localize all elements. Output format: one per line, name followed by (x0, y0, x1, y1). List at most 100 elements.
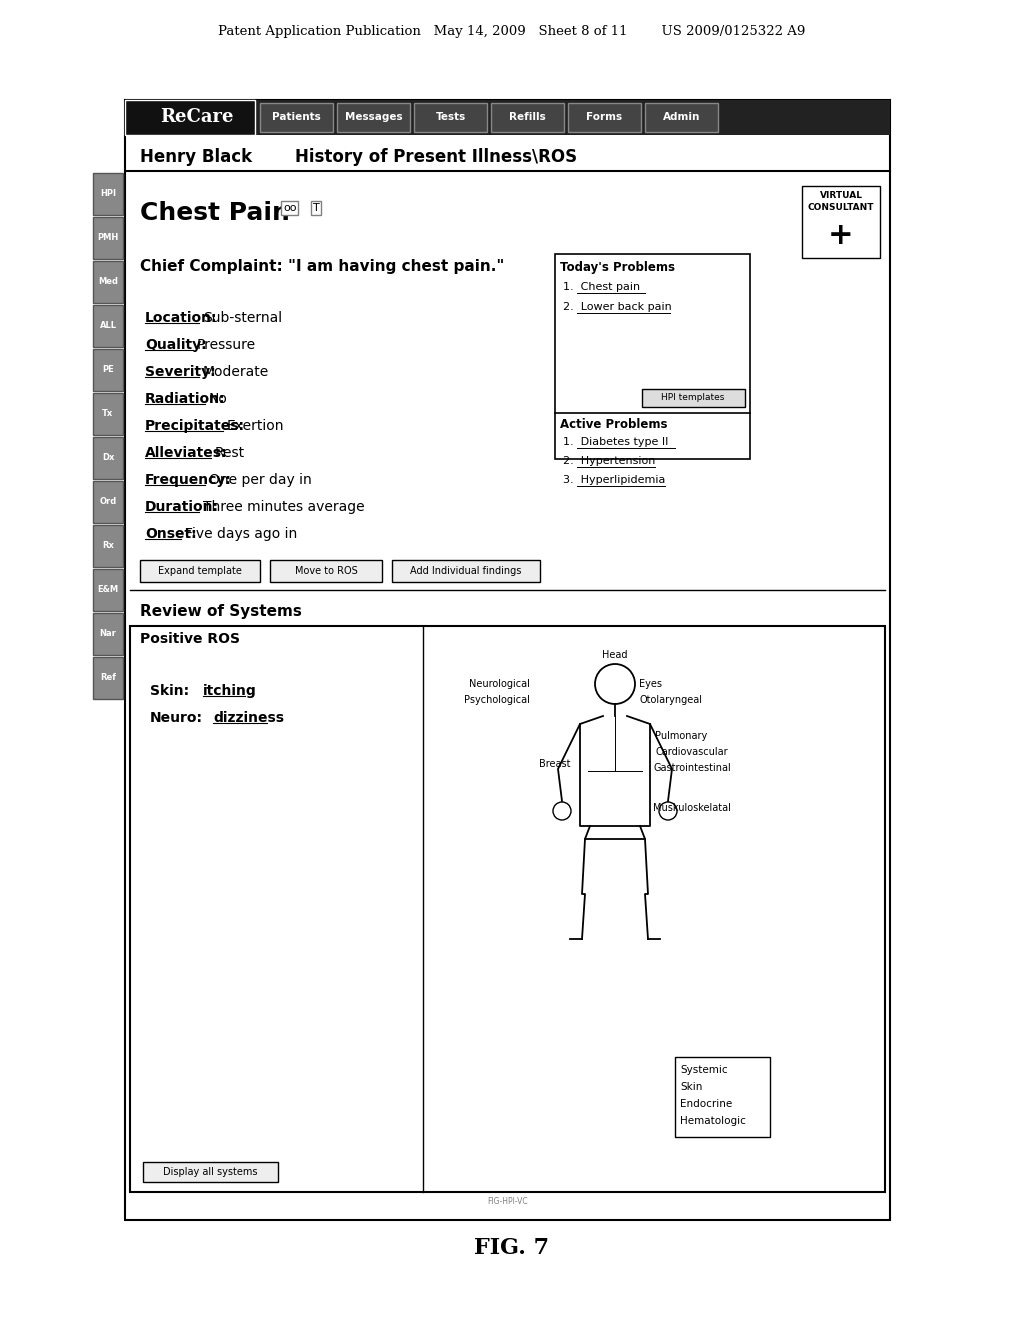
Text: PE: PE (102, 366, 114, 375)
Text: Today's Problems: Today's Problems (560, 261, 675, 275)
Text: +: + (828, 222, 854, 251)
Text: No: No (209, 392, 228, 407)
Text: Alleviates:: Alleviates: (145, 446, 227, 459)
Text: 2.  Hypertension: 2. Hypertension (563, 455, 655, 466)
Text: Patients: Patients (272, 112, 321, 123)
Text: oo: oo (283, 203, 297, 213)
Text: Severity:: Severity: (145, 366, 216, 379)
Text: itching: itching (203, 684, 257, 698)
Text: T: T (313, 203, 319, 213)
Text: Med: Med (98, 277, 118, 286)
Text: Onset:: Onset: (145, 527, 197, 541)
Bar (93, 261, 123, 304)
Text: Rest: Rest (215, 446, 245, 459)
Text: Ref: Ref (100, 673, 116, 682)
Text: Review of Systems: Review of Systems (140, 605, 302, 619)
Text: Breast: Breast (539, 759, 570, 770)
Text: Psychological: Psychological (464, 696, 530, 705)
Bar (93, 437, 123, 479)
Text: Move to ROS: Move to ROS (295, 566, 357, 576)
Text: Forms: Forms (587, 112, 623, 123)
Text: One per day in: One per day in (209, 473, 311, 487)
Text: Moderate: Moderate (203, 366, 269, 379)
Bar (675, 1057, 770, 1137)
Text: Location:: Location: (145, 312, 217, 325)
Text: Exertion: Exertion (227, 418, 285, 433)
Text: Chief Complaint: "I am having chest pain.": Chief Complaint: "I am having chest pain… (140, 259, 505, 275)
Bar (93, 348, 123, 391)
Text: Precipitates:: Precipitates: (145, 418, 245, 433)
Text: Neuro:: Neuro: (150, 711, 203, 725)
Bar (414, 103, 487, 132)
Text: 3.  Hyperlipidemia: 3. Hyperlipidemia (563, 475, 666, 484)
Text: dizziness: dizziness (213, 711, 284, 725)
Text: Pressure: Pressure (197, 338, 256, 352)
Text: Eyes: Eyes (639, 678, 662, 689)
Text: E&M: E&M (97, 586, 119, 594)
Text: Nar: Nar (99, 630, 117, 639)
Text: FIG. 7: FIG. 7 (474, 1237, 550, 1259)
Bar (642, 389, 745, 407)
Text: Tests: Tests (435, 112, 466, 123)
Text: Expand template: Expand template (158, 566, 242, 576)
Text: Frequency:: Frequency: (145, 473, 231, 487)
Text: FIG-HPI-VC: FIG-HPI-VC (487, 1197, 527, 1206)
Text: HPI templates: HPI templates (662, 393, 725, 403)
Text: Chest Pain: Chest Pain (140, 201, 290, 224)
Text: Display all systems: Display all systems (163, 1167, 257, 1177)
Bar (93, 612, 123, 655)
Text: Add Individual findings: Add Individual findings (411, 566, 521, 576)
Text: Dx: Dx (101, 454, 115, 462)
Text: Tx: Tx (102, 409, 114, 418)
Bar (140, 560, 260, 582)
Text: Radiation:: Radiation: (145, 392, 225, 407)
Text: Quality:: Quality: (145, 338, 207, 352)
Bar (490, 103, 564, 132)
Text: Three minutes average: Three minutes average (203, 500, 365, 513)
Bar (93, 569, 123, 611)
Text: Messages: Messages (345, 112, 402, 123)
Bar (555, 253, 750, 459)
Text: Head: Head (602, 649, 628, 660)
Bar (337, 103, 410, 132)
Text: Pulmonary: Pulmonary (655, 731, 708, 741)
Bar (130, 626, 885, 1192)
Bar (645, 103, 718, 132)
Text: Skin:: Skin: (150, 684, 189, 698)
Text: Admin: Admin (663, 112, 700, 123)
Text: Systemic: Systemic (680, 1065, 728, 1074)
Text: Rx: Rx (102, 541, 114, 550)
Text: Neurological: Neurological (469, 678, 530, 689)
Bar (270, 560, 382, 582)
Text: ReCare: ReCare (160, 108, 233, 127)
Text: Cardiovascular: Cardiovascular (655, 747, 728, 756)
Text: PMH: PMH (97, 234, 119, 243)
Text: Refills: Refills (509, 112, 546, 123)
Bar (260, 103, 333, 132)
Text: Positive ROS: Positive ROS (140, 632, 240, 645)
Bar (125, 100, 890, 135)
Text: History of Present Illness\ROS: History of Present Illness\ROS (295, 148, 578, 166)
Bar (93, 216, 123, 259)
Text: Endocrine: Endocrine (680, 1100, 732, 1109)
Text: Sub-sternal: Sub-sternal (203, 312, 283, 325)
Text: 2.  Lower back pain: 2. Lower back pain (563, 302, 672, 312)
Text: Active Problems: Active Problems (560, 418, 668, 432)
Bar (125, 100, 890, 1220)
Bar (93, 393, 123, 436)
Bar (568, 103, 641, 132)
Text: Gastrointestinal: Gastrointestinal (653, 763, 731, 774)
Text: 1.  Chest pain: 1. Chest pain (563, 282, 640, 292)
Text: Hematologic: Hematologic (680, 1115, 745, 1126)
Text: Skin: Skin (680, 1082, 702, 1092)
Text: ALL: ALL (99, 322, 117, 330)
Bar (802, 186, 880, 257)
Bar (125, 100, 255, 135)
Bar (93, 657, 123, 700)
Bar (392, 560, 540, 582)
Text: VIRTUAL: VIRTUAL (819, 191, 862, 201)
Bar (143, 1162, 278, 1181)
Text: CONSULTANT: CONSULTANT (808, 203, 874, 213)
Bar (93, 173, 123, 215)
Text: 1.  Diabetes type II: 1. Diabetes type II (563, 437, 669, 447)
